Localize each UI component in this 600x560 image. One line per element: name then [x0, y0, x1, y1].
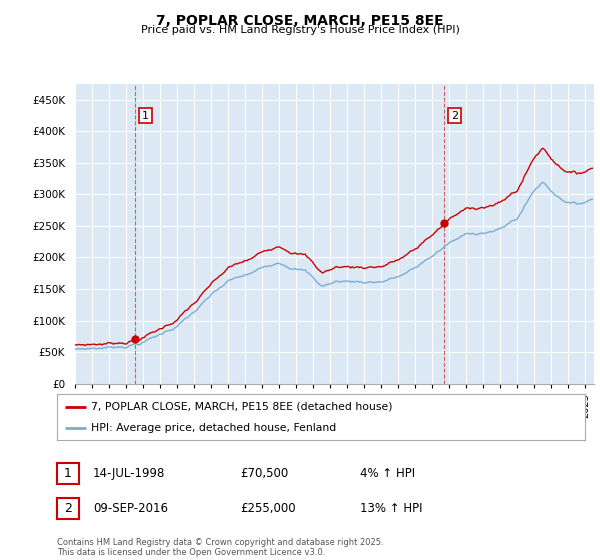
Text: 4% ↑ HPI: 4% ↑ HPI	[360, 467, 415, 480]
Text: 7, POPLAR CLOSE, MARCH, PE15 8EE (detached house): 7, POPLAR CLOSE, MARCH, PE15 8EE (detach…	[91, 402, 393, 412]
Text: 2: 2	[64, 502, 72, 515]
Text: 1: 1	[64, 467, 72, 480]
Text: £70,500: £70,500	[240, 467, 288, 480]
Text: Contains HM Land Registry data © Crown copyright and database right 2025.
This d: Contains HM Land Registry data © Crown c…	[57, 538, 383, 557]
Text: 09-SEP-2016: 09-SEP-2016	[93, 502, 168, 515]
Text: HPI: Average price, detached house, Fenland: HPI: Average price, detached house, Fenl…	[91, 423, 337, 433]
Text: 1: 1	[142, 110, 149, 120]
Text: 13% ↑ HPI: 13% ↑ HPI	[360, 502, 422, 515]
Text: 2: 2	[451, 110, 458, 120]
Text: Price paid vs. HM Land Registry's House Price Index (HPI): Price paid vs. HM Land Registry's House …	[140, 25, 460, 35]
Text: 14-JUL-1998: 14-JUL-1998	[93, 467, 166, 480]
Text: £255,000: £255,000	[240, 502, 296, 515]
Text: 7, POPLAR CLOSE, MARCH, PE15 8EE: 7, POPLAR CLOSE, MARCH, PE15 8EE	[156, 14, 444, 28]
